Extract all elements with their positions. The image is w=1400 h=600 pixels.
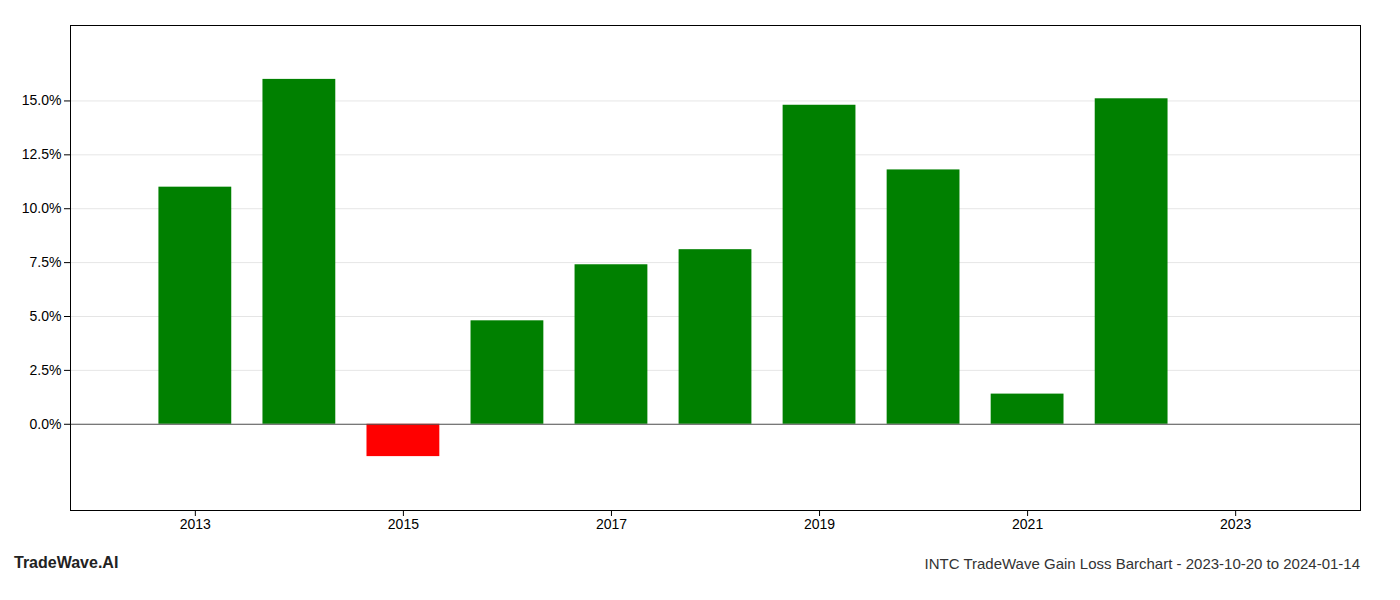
svg-text:5.0%: 5.0% [30,308,62,324]
svg-text:2023: 2023 [1220,516,1251,532]
svg-text:2021: 2021 [1012,516,1043,532]
svg-text:2015: 2015 [388,516,419,532]
svg-text:2019: 2019 [804,516,835,532]
svg-text:10.0%: 10.0% [22,200,62,216]
html-text:INTC TradeWave Gain Loss Barch: INTC TradeWave Gain Loss Barchart - 2023… [924,555,1360,572]
svg-text:0.0%: 0.0% [30,416,62,432]
svg-text:12.5%: 12.5% [22,146,62,162]
svg-text:2017: 2017 [596,516,627,532]
svg-text:2013: 2013 [180,516,211,532]
html-text:TradeWave.AI: TradeWave.AI [14,554,119,571]
svg-text:7.5%: 7.5% [30,254,62,270]
svg-text:15.0%: 15.0% [22,92,62,108]
svg-text:2.5%: 2.5% [30,362,62,378]
